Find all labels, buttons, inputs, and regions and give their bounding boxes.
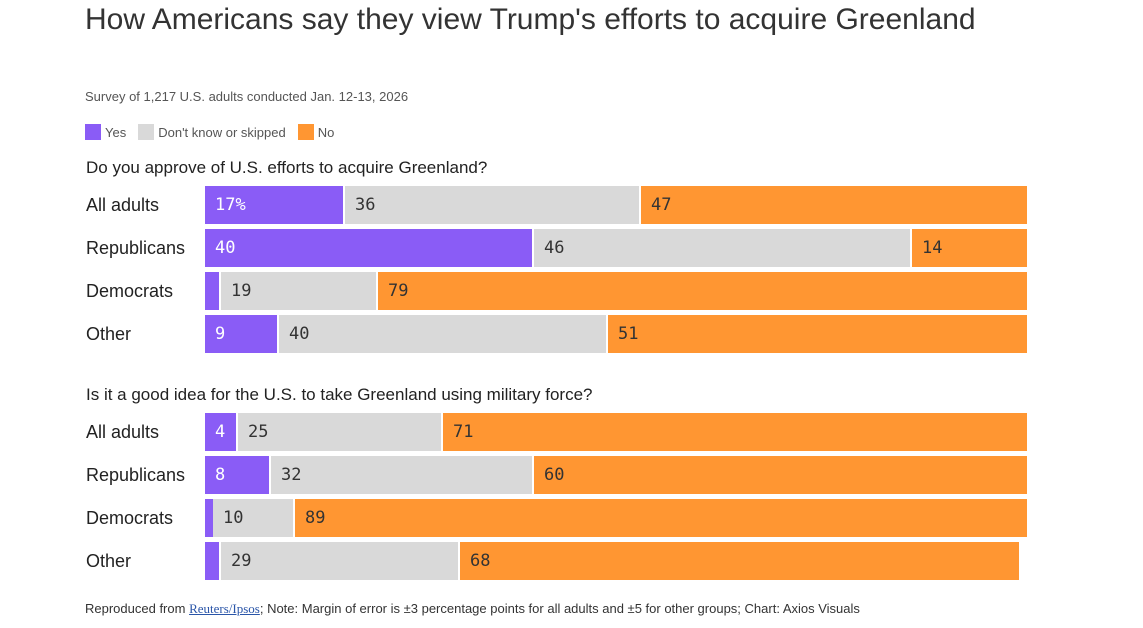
bar-segment-no: 51 [608, 315, 1027, 353]
question-heading-2: Is it a good idea for the U.S. to take G… [86, 385, 593, 404]
legend-swatch-yes [85, 124, 101, 140]
bar-row: 10 89 [205, 499, 1027, 537]
legend-swatch-no [297, 124, 314, 140]
data-label: 36 [355, 195, 376, 215]
bar-segment-no: 79 [378, 272, 1027, 310]
bar-segment-no: 89 [295, 499, 1027, 537]
data-label: 40 [215, 238, 236, 258]
data-label: 79 [388, 281, 409, 301]
question-heading-1: Do you approve of U.S. efforts to acquir… [86, 158, 488, 177]
legend-label-no: No [317, 124, 335, 140]
legend-item-no: No [297, 124, 335, 140]
row-label: All adults [86, 195, 160, 215]
row-label: Other [86, 324, 132, 344]
data-label: 32 [281, 465, 302, 485]
legend-item-dont-know: Don't know or skipped [138, 124, 286, 140]
bar-segment-yes: 17% [205, 186, 345, 224]
bar-segment-no: 71 [443, 413, 1027, 451]
data-label: 51 [618, 324, 639, 344]
data-label: 71 [453, 422, 474, 442]
bar-segment-yes: 40 [205, 229, 534, 267]
bar-segment-dont-know: 25 [238, 413, 443, 451]
data-label: 17% [215, 195, 246, 215]
row-label: Republicans [86, 238, 186, 258]
bar-segment-dont-know: 29 [221, 542, 460, 580]
bar-segment-dont-know: 36 [345, 186, 641, 224]
legend: Yes Don't know or skipped No [85, 124, 346, 140]
data-label: 25 [248, 422, 269, 442]
legend-label-dont-know: Don't know or skipped [158, 124, 286, 140]
bar-row: 40 46 14 [205, 229, 1027, 267]
bar-segment-dont-know: 32 [271, 456, 534, 494]
bar-row: 9 40 51 [205, 315, 1027, 353]
bar-segment-no: 60 [534, 456, 1027, 494]
data-label: 4 [215, 422, 226, 442]
legend-swatch-dont-know [138, 124, 155, 140]
bar-segment-yes: 8 [205, 456, 271, 494]
bar-segment-no: 14 [912, 229, 1027, 267]
bar-row: 29 68 [205, 542, 1027, 580]
bar-segment-yes: 9 [205, 315, 279, 353]
row-label: All adults [86, 422, 160, 442]
bar-segment-dont-know: 10 [213, 499, 295, 537]
data-label: 89 [305, 508, 326, 528]
data-label: 19 [231, 281, 252, 301]
row-label: Republicans [86, 465, 186, 485]
bar-row: 19 79 [205, 272, 1027, 310]
data-label: 68 [470, 551, 491, 571]
bar-segment-no: 47 [641, 186, 1027, 224]
footnote: Reproduced from Reuters/Ipsos; Note: Mar… [85, 601, 860, 617]
chart-title: How Americans say they view Trump's effo… [85, 3, 976, 36]
data-label: 60 [544, 465, 565, 485]
bar-segment-dont-know: 19 [221, 272, 378, 310]
bar-segment-yes [205, 542, 221, 580]
data-label: 9 [215, 324, 226, 344]
bar-row: 4 25 71 [205, 413, 1027, 451]
data-label: 29 [231, 551, 252, 571]
row-label: Democrats [86, 508, 174, 528]
data-label: 14 [922, 238, 943, 258]
row-label: Other [86, 551, 132, 571]
bar-segment-yes: 4 [205, 413, 238, 451]
legend-label-yes: Yes [105, 124, 127, 140]
source-link[interactable]: Reuters/Ipsos [189, 601, 260, 616]
footnote-prefix: Reproduced from [85, 601, 190, 616]
row-label: Democrats [86, 281, 174, 301]
data-label: 10 [223, 508, 244, 528]
bar-segment-dont-know: 46 [534, 229, 912, 267]
data-label: 40 [289, 324, 310, 344]
bar-row: 17% 36 47 [205, 186, 1027, 224]
data-label: 47 [651, 195, 672, 215]
legend-item-yes: Yes [85, 124, 126, 140]
bar-segment-no: 68 [460, 542, 1019, 580]
bar-segment-dont-know: 40 [279, 315, 608, 353]
chart-subtitle: Survey of 1,217 U.S. adults conducted Ja… [85, 89, 409, 104]
bar-segment-yes [205, 272, 221, 310]
data-label: 8 [215, 465, 226, 485]
bar-row: 8 32 60 [205, 456, 1027, 494]
footnote-suffix: ; Note: Margin of error is ±3 percentage… [259, 601, 860, 616]
data-label: 46 [544, 238, 565, 258]
